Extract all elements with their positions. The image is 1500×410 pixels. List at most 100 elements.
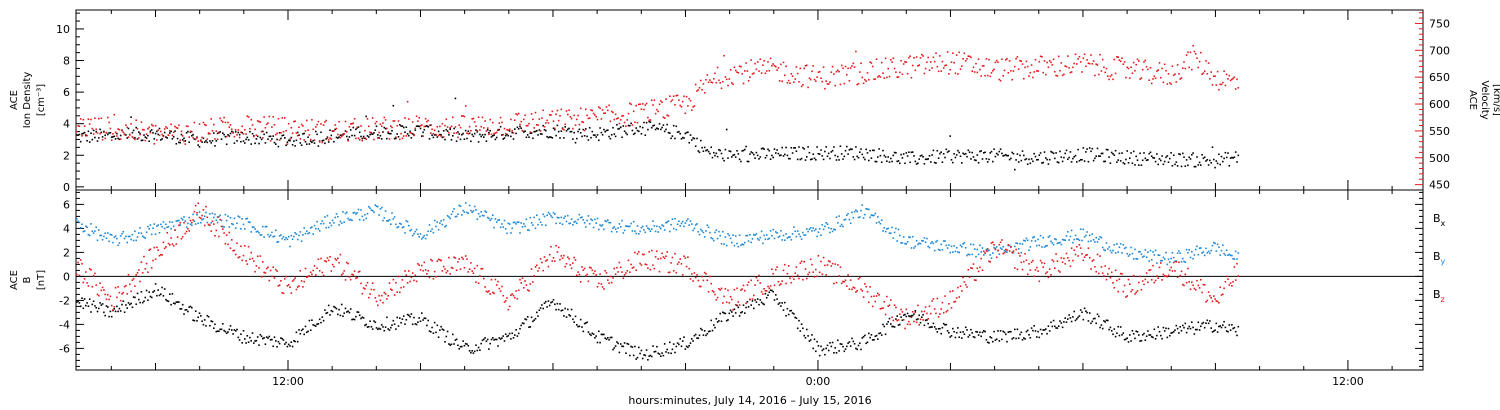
velocity-point (272, 116, 274, 118)
bx-point (417, 321, 419, 323)
by-point (1087, 240, 1090, 243)
bx-point (458, 348, 460, 350)
bz-point (621, 271, 623, 273)
density-point (1209, 159, 1211, 162)
bz-point (467, 271, 470, 273)
velocity-point (649, 119, 652, 121)
bz-point (995, 256, 998, 259)
bx-point (514, 334, 516, 336)
bz-point (517, 289, 520, 292)
bx-point (715, 318, 718, 320)
density-point (424, 125, 427, 128)
velocity-point (737, 72, 740, 74)
velocity-point (490, 133, 493, 136)
bx-point (1109, 326, 1112, 329)
velocity-point (555, 113, 557, 116)
velocity-point (391, 126, 393, 129)
velocity-point (928, 69, 931, 71)
by-point (194, 223, 197, 225)
bz-point (197, 202, 199, 205)
bz-point (1109, 276, 1112, 279)
by-point (227, 215, 229, 217)
by-point (96, 239, 99, 242)
bx-point (130, 302, 132, 305)
velocity-point (1036, 70, 1038, 72)
velocity-point (742, 82, 745, 85)
bz-point (318, 270, 321, 272)
density-point (811, 158, 813, 160)
by-point (1219, 254, 1221, 256)
by-point (800, 238, 803, 240)
velocity-point (507, 129, 510, 132)
velocity-point (551, 110, 554, 113)
bz-point (833, 282, 835, 285)
bz-point (502, 294, 504, 297)
bx-point (170, 303, 172, 306)
bx-point (776, 298, 778, 300)
bz-point (763, 288, 765, 290)
density-point (1090, 150, 1092, 153)
density-point (1165, 156, 1167, 159)
bz-point (616, 266, 618, 269)
bx-point (1231, 324, 1233, 326)
bx-point (215, 330, 218, 333)
by-point (1079, 228, 1082, 230)
density-point (95, 130, 97, 133)
density-point (1028, 158, 1030, 161)
by-point (1158, 254, 1161, 257)
by-point (817, 231, 820, 233)
bz-point (1073, 249, 1075, 251)
bx-point (560, 309, 563, 312)
bx-point (152, 291, 154, 293)
bz-point (472, 272, 475, 274)
by-point (629, 225, 631, 228)
by-point (1060, 243, 1063, 246)
velocity-point (548, 114, 551, 116)
bx-point (1154, 338, 1157, 340)
bz-point (563, 254, 565, 257)
bx-point (1222, 324, 1224, 326)
density-point (355, 128, 357, 131)
velocity-point (784, 74, 786, 77)
bx-point (1192, 326, 1194, 329)
bz-point (475, 281, 477, 283)
bx-point (320, 321, 322, 324)
velocity-point (198, 123, 201, 125)
velocity-point (672, 95, 675, 97)
bz-point (136, 272, 139, 274)
bz-point (489, 293, 491, 295)
density-point (922, 156, 924, 158)
bz-point (529, 283, 532, 285)
density-point (516, 126, 519, 129)
by-point (795, 235, 798, 238)
density-point (352, 126, 355, 129)
velocity-point (203, 123, 206, 126)
by-point (1185, 248, 1188, 251)
velocity-point (1098, 73, 1100, 76)
by-point (285, 236, 287, 239)
velocity-point (725, 78, 728, 81)
by-point (262, 225, 264, 228)
bz-point (971, 267, 973, 270)
bx-point (382, 326, 384, 328)
bz-point (1228, 284, 1231, 286)
bz-point (85, 271, 87, 273)
bz-point (625, 272, 627, 274)
by-point (510, 232, 512, 234)
bx-point (317, 323, 320, 325)
velocity-point (1150, 82, 1153, 85)
velocity-point (1107, 75, 1109, 77)
by-point (599, 224, 601, 226)
by-point (218, 215, 220, 218)
density-point (1182, 152, 1184, 155)
density-point (884, 156, 887, 158)
bz-point (440, 259, 442, 262)
by-point (379, 208, 382, 210)
bz-point (1176, 276, 1179, 278)
velocity-point (678, 99, 680, 101)
bz-point (202, 209, 205, 211)
bz-point (139, 280, 141, 283)
velocity-point (485, 130, 488, 132)
bz-point (869, 286, 871, 288)
bx-point (76, 301, 78, 303)
